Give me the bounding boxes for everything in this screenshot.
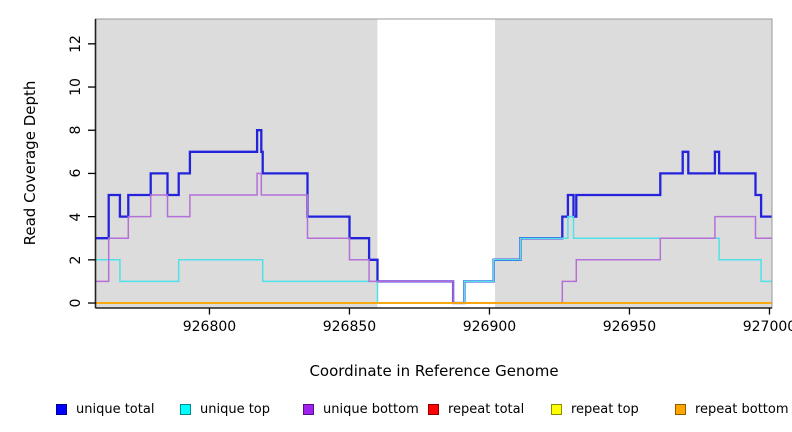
y-axis-ticks	[88, 43, 96, 304]
legend-swatch	[428, 403, 439, 415]
legend-swatch	[675, 403, 686, 415]
legend-item-unique-total: unique total	[56, 399, 154, 419]
plot-legend: unique total unique top unique bottom repea…	[0, 399, 792, 421]
x-tick-label-text: 926900	[462, 319, 517, 335]
legend-label: unique total	[76, 401, 155, 417]
y-tick-label-text: 4	[68, 212, 84, 222]
legend-item-unique-top: unique top	[180, 399, 270, 419]
legend-label: repeat top	[571, 401, 639, 417]
y-tick-label-text: 0	[68, 298, 84, 308]
y-tick-label-text: 8	[68, 125, 84, 135]
x-tick-label-text: 926850	[322, 319, 377, 335]
y-tick-label-text: 6	[68, 168, 84, 178]
y-axis-title-text: Read Coverage Depth	[21, 80, 39, 246]
legend-label: repeat bottom	[695, 401, 789, 417]
legend-swatch	[551, 403, 562, 415]
legend-item-repeat-total: repeat total	[428, 399, 524, 419]
legend-label: unique bottom	[323, 401, 419, 417]
series-lines	[95, 129, 772, 305]
series-line-unique-bottom	[95, 172, 772, 304]
series-line-unique-top	[95, 215, 772, 304]
y-tick-label-text: 2	[68, 255, 84, 265]
legend-item-repeat-bottom: repeat bottom	[675, 399, 789, 419]
legend-swatch	[303, 403, 314, 415]
x-tick-label-text: 926950	[602, 319, 657, 335]
gap-region-background	[377, 19, 496, 308]
y-tick-label-text: 12	[68, 34, 84, 53]
legend-swatch	[56, 403, 67, 415]
x-tick-label-text: 927000	[742, 319, 792, 335]
x-tick-label-text: 926800	[182, 319, 237, 335]
x-axis-ticks	[208, 308, 771, 315]
y-tick-label-text: 10	[68, 78, 84, 96]
legend-item-unique-bottom: unique bottom	[303, 399, 419, 419]
legend-label: repeat total	[448, 401, 525, 417]
legend-swatch	[180, 403, 191, 415]
legend-label: unique top	[200, 401, 271, 417]
legend-item-repeat-top: repeat top	[551, 399, 639, 419]
x-axis-title-text: Coordinate in Reference Genome	[309, 362, 559, 380]
